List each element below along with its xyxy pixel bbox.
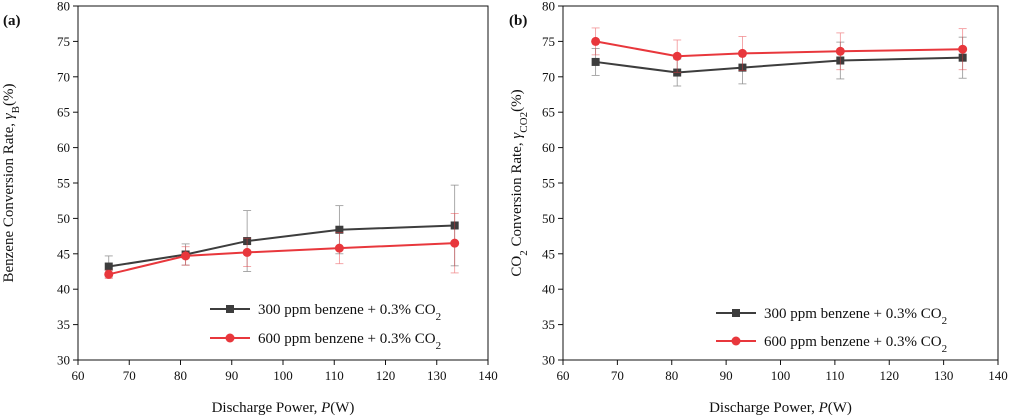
x-tick-label: 100 xyxy=(771,368,791,383)
x-tick-label: 80 xyxy=(174,368,187,383)
series-line xyxy=(595,56,963,74)
x-tick-label: 140 xyxy=(478,368,498,383)
x-tick-label: 120 xyxy=(376,368,396,383)
data-point xyxy=(334,243,344,253)
data-point xyxy=(242,247,252,257)
y-tick-label: 35 xyxy=(57,317,70,332)
x-tick-label: 60 xyxy=(72,368,85,383)
x-tick-label: 140 xyxy=(988,368,1008,383)
x-tick-label: 120 xyxy=(880,368,900,383)
legend-label: 600 ppm benzene + 0.3% CO2 xyxy=(764,334,947,355)
y-tick-label: 30 xyxy=(542,353,555,368)
y-tick-label: 55 xyxy=(542,176,555,191)
legend: 300 ppm benzene + 0.3% CO2 600 ppm benzen… xyxy=(716,306,947,355)
x-tick-label: 90 xyxy=(225,368,238,383)
data-point xyxy=(835,46,845,56)
y-tick-label: 65 xyxy=(57,105,70,120)
x-tick-label: 60 xyxy=(557,368,570,383)
legend: 300 ppm benzene + 0.3% CO2 600 ppm benzen… xyxy=(210,302,441,352)
legend-marker xyxy=(226,305,234,313)
x-tick-label: 110 xyxy=(825,368,844,383)
y-axis-label: CO2 Conversion Rate, γCO2(%) xyxy=(509,89,530,276)
data-point xyxy=(450,238,460,248)
series-0 xyxy=(591,36,967,87)
chart-panel-b: 60 70 80 90 100 110 120 130 140 30 35 40 45 50 55 60 65 7… xyxy=(509,0,1008,416)
y-tick-label: 60 xyxy=(542,140,555,155)
y-tick-label: 65 xyxy=(542,105,555,120)
panel-label: (a) xyxy=(3,13,21,29)
data-point xyxy=(591,36,601,46)
data-point xyxy=(335,225,344,234)
legend-label: 300 ppm benzene + 0.3% CO2 xyxy=(258,302,441,323)
series-1 xyxy=(104,213,460,279)
x-axis-label: Discharge Power, P(W) xyxy=(212,400,355,416)
x-tick-label: 100 xyxy=(273,368,293,383)
y-tick-label: 80 xyxy=(542,0,555,14)
y-tick-label: 55 xyxy=(57,176,70,191)
y-tick-label: 70 xyxy=(57,69,70,84)
series-line xyxy=(595,40,963,58)
y-tick-label: 70 xyxy=(542,69,555,84)
y-tick-label: 75 xyxy=(57,34,70,49)
x-tick-label: 70 xyxy=(611,368,624,383)
y-tick-label: 75 xyxy=(542,34,555,49)
data-point xyxy=(591,57,600,66)
legend-marker xyxy=(732,309,740,317)
panel-label: (b) xyxy=(509,13,527,29)
y-tick-label: 50 xyxy=(57,211,70,226)
y-tick-label: 40 xyxy=(542,282,555,297)
x-tick-label: 70 xyxy=(123,368,136,383)
y-tick-label: 40 xyxy=(57,282,70,297)
y-tick-label: 45 xyxy=(57,246,70,261)
chart-panel-a: 60 70 80 90 100 110 120 130 140 30 35 40 45 50 55 60 65 7… xyxy=(1,0,498,416)
x-tick-label: 80 xyxy=(665,368,678,383)
legend-label: 300 ppm benzene + 0.3% CO2 xyxy=(764,306,947,327)
y-tick-label: 60 xyxy=(57,140,70,155)
x-tick-label: 90 xyxy=(720,368,733,383)
data-point xyxy=(958,44,968,54)
legend-marker xyxy=(225,333,235,343)
y-tick-label: 45 xyxy=(542,246,555,261)
x-axis-label: Discharge Power, P(W) xyxy=(709,400,852,416)
series-1 xyxy=(591,27,968,73)
legend-marker xyxy=(731,336,741,346)
data-point xyxy=(104,262,113,271)
x-tick-label: 110 xyxy=(325,368,344,383)
legend-label: 600 ppm benzene + 0.3% CO2 xyxy=(258,331,441,352)
y-tick-label: 50 xyxy=(542,211,555,226)
x-tick-label: 130 xyxy=(427,368,447,383)
data-point xyxy=(104,269,114,279)
x-tick-label: 130 xyxy=(934,368,954,383)
data-point xyxy=(181,251,191,261)
y-tick-label: 35 xyxy=(542,317,555,332)
y-tick-label: 30 xyxy=(57,353,70,368)
y-axis-label: Benzene Conversion Rate, γB(%) xyxy=(1,83,22,282)
data-point xyxy=(737,48,747,58)
data-point xyxy=(672,51,682,61)
y-tick-label: 80 xyxy=(57,0,70,14)
